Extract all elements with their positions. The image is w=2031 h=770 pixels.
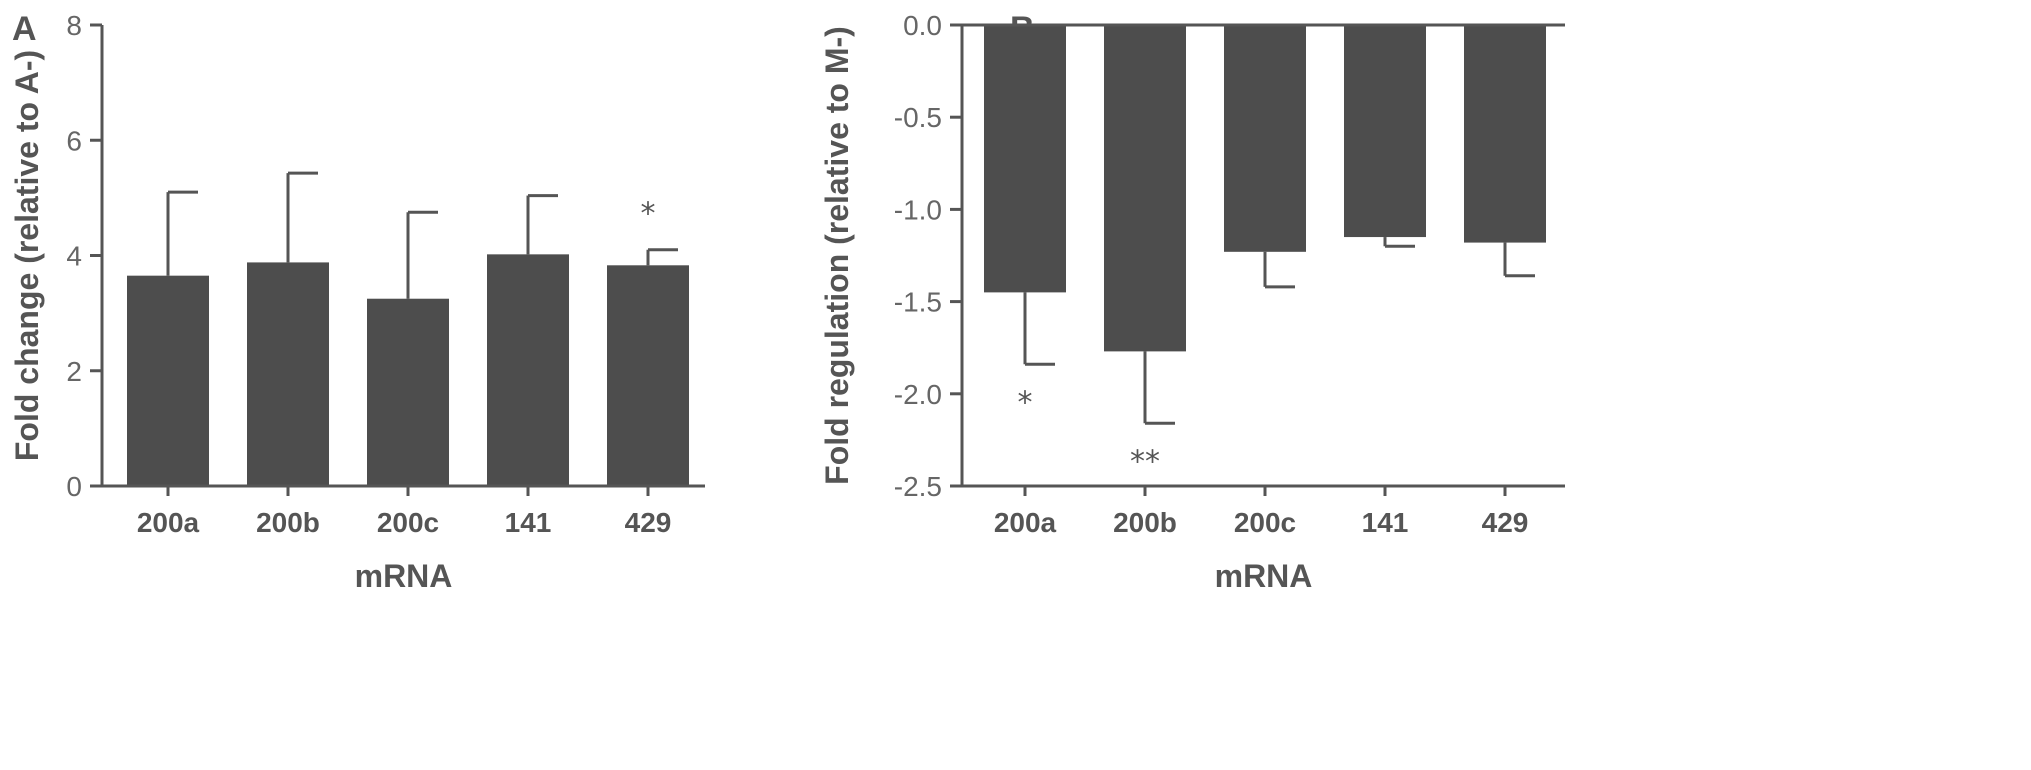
x-tick-label-200b: 200b	[256, 507, 320, 538]
x-tick-label-200c: 200c	[377, 507, 439, 538]
y-tick-label: 2	[66, 356, 82, 387]
y-tick-label: 0	[66, 471, 82, 502]
panel-b: B 200a*200b**200c1414290.0-0.5-1.0-1.5-2…	[819, 10, 1565, 594]
bar-200c	[1224, 25, 1306, 252]
y-tick-label: 8	[66, 10, 82, 41]
significance-200a: *	[1018, 385, 1033, 420]
x-tick-label-200a: 200a	[994, 507, 1057, 538]
panel-a-label: A	[12, 10, 37, 48]
y-axis-title: Fold regulation (relative to M-)	[819, 26, 855, 485]
significance-200b: **	[1130, 444, 1160, 479]
bar-200b	[1104, 25, 1186, 352]
y-tick-label: 6	[66, 125, 82, 156]
x-tick-label-200b: 200b	[1113, 507, 1177, 538]
x-tick-label-141: 141	[1362, 507, 1409, 538]
x-tick-label-200a: 200a	[137, 507, 200, 538]
bar-141	[1344, 25, 1426, 238]
x-tick-label-141: 141	[505, 507, 552, 538]
bar-200a	[127, 275, 209, 486]
bar-429	[607, 265, 689, 486]
bar-200b	[247, 262, 329, 486]
y-tick-label: -2.0	[894, 379, 942, 410]
y-tick-label: -1.5	[894, 287, 942, 318]
x-axis-title: mRNA	[1215, 558, 1313, 594]
y-tick-label: -0.5	[894, 102, 942, 133]
panel-a: A 200a 200b 200c 141 429 * 0 2 4 6 8 mRNA Fold chang…	[9, 10, 705, 594]
y-tick-label: 4	[66, 241, 82, 272]
bar-200c	[367, 298, 449, 486]
y-axis-title: Fold change (relative to A-)	[9, 50, 45, 461]
y-tick-label: 0.0	[903, 10, 942, 41]
y-tick-label: -2.5	[894, 471, 942, 502]
x-tick-label-429: 429	[1482, 507, 1529, 538]
x-tick-label-429: 429	[625, 507, 672, 538]
x-axis-title: mRNA	[355, 558, 453, 594]
significance-429: *	[641, 197, 656, 232]
x-tick-label-200c: 200c	[1234, 507, 1296, 538]
bar-200a	[984, 25, 1066, 293]
bar-429	[1464, 25, 1546, 243]
bar-141	[487, 254, 569, 486]
y-tick-label: -1.0	[894, 194, 942, 225]
